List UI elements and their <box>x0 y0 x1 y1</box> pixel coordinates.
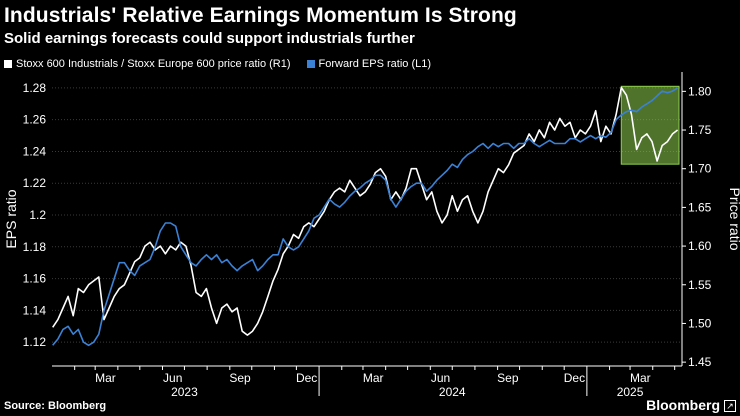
legend-swatch-eps-ratio <box>306 60 315 68</box>
y-left-axis-label: EPS ratio <box>3 189 19 248</box>
chart-title: Industrials' Relative Earnings Momentum … <box>4 4 517 27</box>
x-month-label: Dec <box>296 371 317 385</box>
legend-label-price-ratio: Stoxx 600 Industrials / Stoxx Europe 600… <box>16 58 291 70</box>
chart-subtitle: Solid earnings forecasts could support i… <box>4 30 415 47</box>
y-left-tick-label: 1.12 <box>23 335 47 349</box>
x-month-label: Mar <box>630 371 651 385</box>
x-month-label: Mar <box>95 371 116 385</box>
x-month-label: Sep <box>229 371 251 385</box>
y-right-tick-label: 1.80 <box>688 84 712 98</box>
y-right-tick-label: 1.55 <box>688 278 712 292</box>
y-left-tick-label: 1.22 <box>23 176 47 190</box>
series-line-price-ratio <box>52 86 679 336</box>
x-year-label: 2024 <box>439 385 466 399</box>
series-line-eps-ratio <box>52 87 679 347</box>
x-month-label: Jun <box>163 371 182 385</box>
legend: Stoxx 600 Industrials / Stoxx Europe 600… <box>4 58 447 70</box>
external-link-icon: ↗ <box>724 400 736 412</box>
y-right-tick-label: 1.60 <box>688 239 712 253</box>
y-right-tick-label: 1.65 <box>688 200 712 214</box>
x-month-label: Sep <box>497 371 519 385</box>
x-month-label: Mar <box>363 371 384 385</box>
legend-item-eps-ratio: Forward EPS ratio (L1) <box>306 58 432 70</box>
y-left-tick-label: 1.24 <box>23 144 47 158</box>
x-month-label: Dec <box>564 371 585 385</box>
legend-item-price-ratio: Stoxx 600 Industrials / Stoxx Europe 600… <box>4 58 291 70</box>
legend-label-eps-ratio: Forward EPS ratio (L1) <box>318 58 432 70</box>
x-year-label: 2023 <box>171 385 198 399</box>
y-left-tick-label: 1.2 <box>29 208 46 222</box>
y-left-tick-label: 1.16 <box>23 272 47 286</box>
x-month-label: Jun <box>431 371 450 385</box>
y-left-tick-label: 1.18 <box>23 240 47 254</box>
y-right-tick-label: 1.45 <box>688 355 712 369</box>
brand-logo: Bloomberg <box>646 397 720 413</box>
x-year-label: 2025 <box>617 385 644 399</box>
highlight-box <box>620 85 680 165</box>
y-right-axis-label: Price ratio <box>727 187 740 250</box>
y-right-tick-label: 1.70 <box>688 162 712 176</box>
y-left-tick-label: 1.28 <box>23 81 47 95</box>
y-left-tick-label: 1.14 <box>23 303 47 317</box>
source-note: Source: Bloomberg <box>4 400 107 412</box>
y-right-tick-label: 1.75 <box>688 123 712 137</box>
y-left-tick-label: 1.26 <box>23 113 47 127</box>
y-right-tick-label: 1.50 <box>688 316 712 330</box>
legend-swatch-price-ratio <box>4 60 12 68</box>
